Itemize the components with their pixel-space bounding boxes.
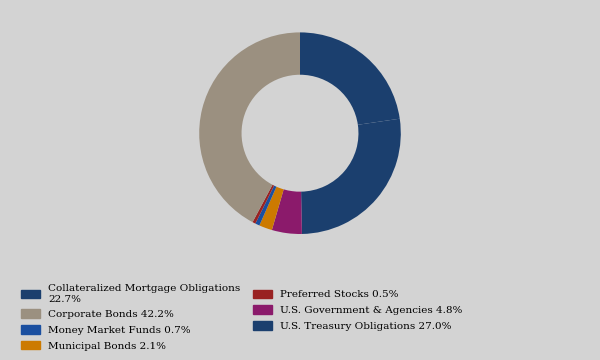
Wedge shape: [256, 186, 277, 225]
Wedge shape: [253, 185, 274, 224]
Wedge shape: [301, 119, 401, 234]
Wedge shape: [272, 189, 302, 234]
Wedge shape: [300, 32, 400, 125]
Wedge shape: [199, 32, 300, 222]
Legend: Collateralized Mortgage Obligations
22.7%, Corporate Bonds 42.2%, Money Market F: Collateralized Mortgage Obligations 22.7…: [17, 280, 467, 355]
Wedge shape: [259, 187, 284, 230]
